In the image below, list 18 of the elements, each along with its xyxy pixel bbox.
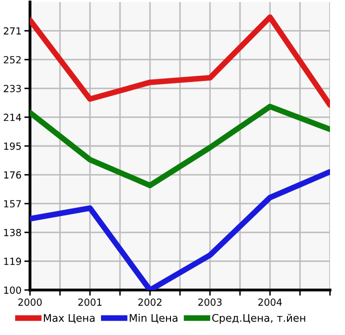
y-tick-label: 138 <box>4 228 21 236</box>
y-tick-label: 176 <box>4 171 22 179</box>
x-tick-label: 2001 <box>78 298 102 306</box>
y-tick-label: 100 <box>4 286 22 294</box>
y-tick-label: 214 <box>4 114 22 121</box>
legend-label: Max Цена <box>44 314 95 324</box>
y-tick-label: 233 <box>4 84 21 92</box>
x-tick-label: 2003 <box>198 298 222 306</box>
y-tick-label: 252 <box>4 56 21 64</box>
legend-label: Min Цена <box>130 314 178 324</box>
y-tick-label: 271 <box>4 27 21 34</box>
x-tick-label: 2004 <box>258 298 282 306</box>
y-tick-label: 157 <box>4 200 21 208</box>
y-tick-label: 119 <box>4 258 21 266</box>
x-tick-label: 2000 <box>18 298 42 306</box>
y-tick-label: 195 <box>4 142 21 150</box>
x-tick-label: 2002 <box>138 298 162 306</box>
legend-label: Сред.Цена, т.йен <box>212 314 306 324</box>
